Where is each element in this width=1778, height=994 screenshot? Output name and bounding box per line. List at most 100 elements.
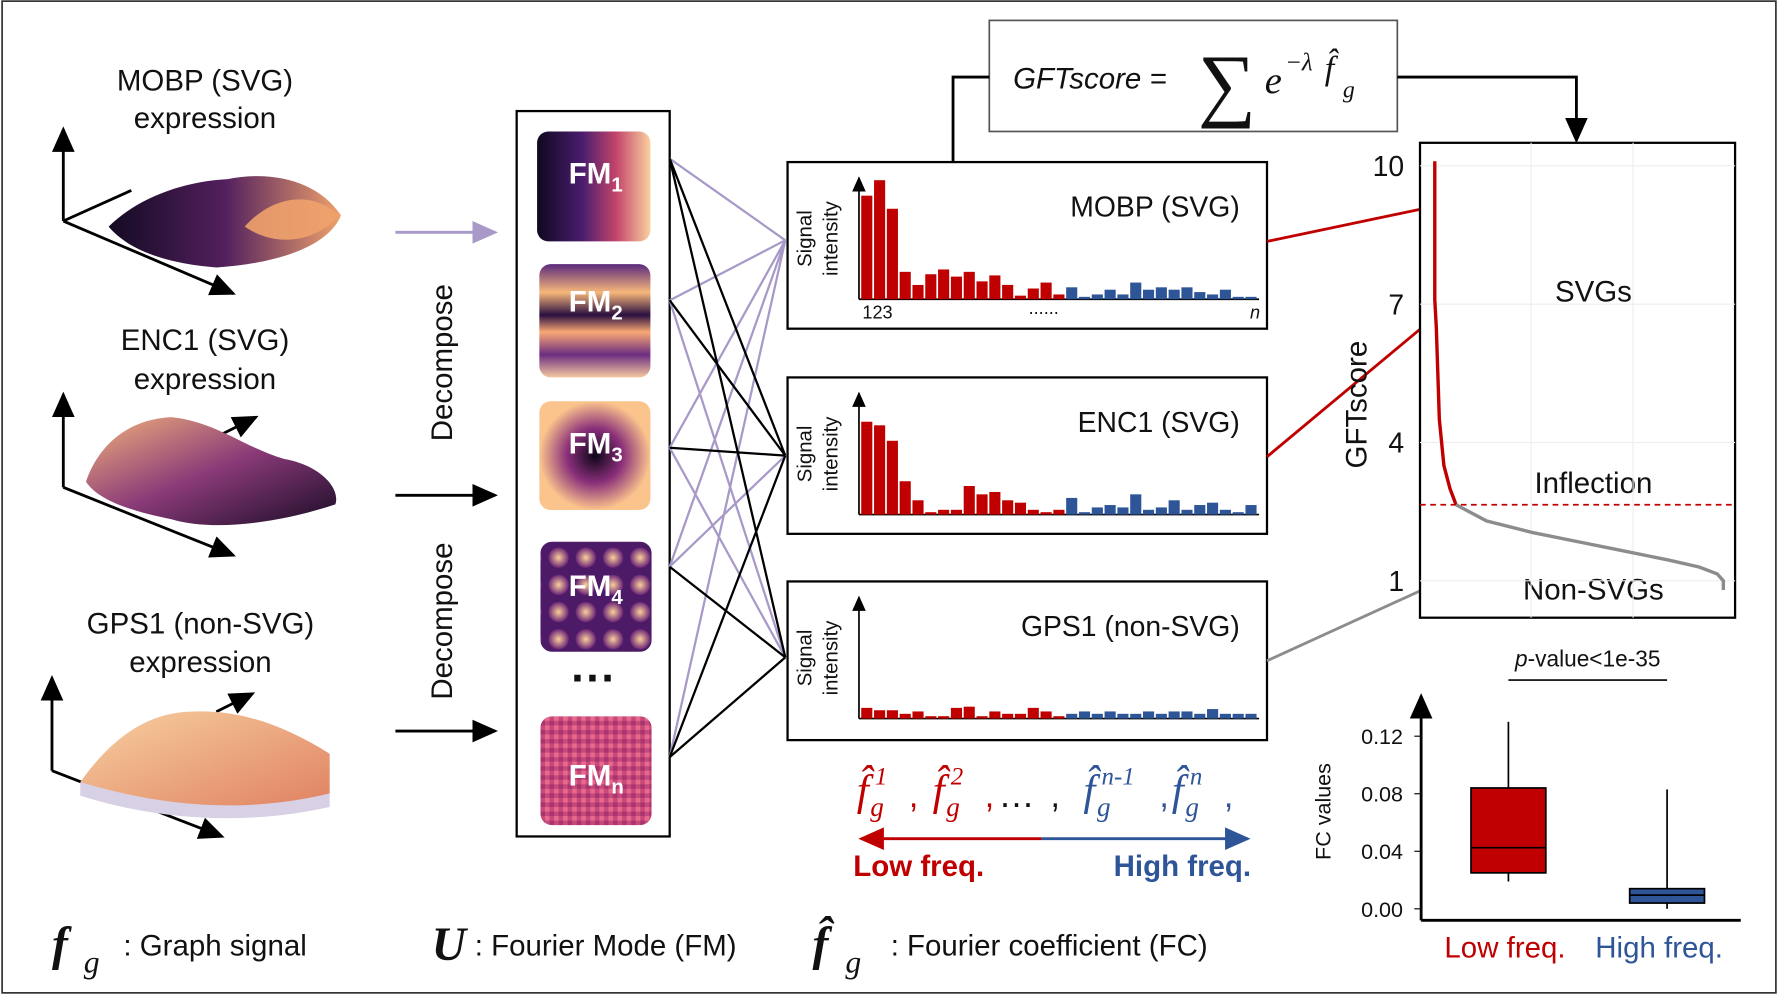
bar	[989, 711, 1001, 719]
bar	[1091, 507, 1103, 515]
x-tick-label: Low freq.	[1444, 932, 1565, 965]
bar	[1117, 713, 1129, 719]
bar	[938, 509, 950, 515]
formula-lhs: GFTscore =	[1013, 62, 1167, 95]
score-curve	[1455, 503, 1726, 591]
bar	[1207, 502, 1219, 515]
bar	[886, 208, 898, 300]
gene-caption: expression	[134, 102, 276, 135]
fm-label-base: FM	[569, 158, 612, 191]
separator: ,	[1159, 777, 1168, 815]
surface-gps1	[40, 674, 330, 839]
bar	[1181, 287, 1193, 300]
bar	[912, 711, 924, 719]
bar	[950, 276, 962, 300]
y-tick-label: 0.00	[1361, 898, 1403, 922]
bar	[1207, 709, 1219, 719]
bar	[899, 271, 911, 300]
fm-label: FM2	[569, 286, 623, 325]
bar	[1053, 294, 1065, 300]
separator: ,	[1224, 777, 1233, 815]
bar	[1002, 500, 1014, 515]
generated: MOBP (SVG) expression ENC1 (SVG) expression…	[52, 65, 1260, 980]
bar	[1168, 289, 1180, 300]
surface-enc1	[51, 391, 337, 558]
annotation: Inflection	[1534, 467, 1652, 500]
bar	[1142, 509, 1155, 515]
gene-caption: expression	[134, 363, 276, 396]
fm-label: FM3	[569, 427, 623, 466]
p-rest: -value<1e-35	[1528, 645, 1661, 671]
coef-sup: n-1	[1102, 763, 1135, 790]
bar	[861, 195, 873, 300]
bar	[1245, 713, 1257, 719]
bar	[950, 509, 962, 515]
legend-symbol: U	[432, 919, 469, 971]
bar	[886, 710, 898, 719]
bar	[861, 707, 873, 719]
bar	[1002, 713, 1014, 719]
fm-label-base: FM	[569, 759, 612, 792]
x-tick-label: High freq.	[1595, 932, 1723, 965]
bar	[1104, 711, 1116, 719]
formula-box	[988, 19, 1399, 133]
bar	[1130, 713, 1142, 719]
bar	[1245, 296, 1257, 300]
fm-label: FM4	[569, 570, 624, 609]
x-label: 123	[862, 302, 892, 322]
box-marks: 0.00 0.04 0.08 0.12 Low freq. High freq.	[1361, 721, 1723, 965]
fm-image	[537, 131, 651, 242]
fm-label-base: FM	[569, 570, 612, 603]
fm-label: FM1	[569, 158, 623, 197]
bar	[1104, 505, 1116, 515]
fm-label-sub: n	[611, 776, 623, 798]
bar	[976, 281, 988, 300]
coef-sub: g	[1185, 792, 1199, 822]
bar	[976, 716, 988, 719]
p-value: p-value<1e-35	[1514, 645, 1660, 671]
low-freq-label: Low freq.	[853, 850, 984, 883]
bar	[1168, 711, 1180, 719]
formula-exponent: −λ	[1285, 49, 1313, 76]
bar	[1066, 287, 1078, 300]
legend-sub: g	[845, 944, 861, 979]
gene-name: GPS1 (non-SVG)	[87, 608, 315, 641]
y-label: intensity	[820, 416, 842, 492]
fm-image	[540, 541, 652, 652]
coef-sub: g	[870, 792, 884, 822]
bar	[1117, 507, 1129, 515]
bar	[912, 284, 924, 300]
score-curve	[1433, 161, 1458, 506]
bar	[912, 500, 924, 515]
bar	[925, 274, 937, 300]
x-label: n	[1250, 302, 1260, 322]
surface-mobp	[51, 126, 341, 296]
arrows-left	[395, 221, 498, 743]
bar	[1194, 713, 1206, 719]
gene-name: MOBP (SVG)	[117, 65, 293, 98]
score-marks: 10 7 4 1	[1373, 142, 1736, 618]
formula-arrows	[951, 75, 1588, 163]
bar	[1219, 289, 1231, 300]
separator: ,	[985, 777, 994, 815]
bar	[963, 706, 975, 719]
decompose-label: Decompose	[426, 543, 459, 700]
bar	[976, 494, 988, 515]
bar	[1219, 509, 1231, 515]
bar	[1181, 509, 1193, 515]
x-label: ......	[1029, 298, 1059, 318]
fm-label-sub: 4	[611, 587, 623, 609]
bar	[1027, 707, 1039, 719]
bar	[1155, 713, 1167, 719]
bar	[1194, 505, 1206, 515]
bar	[1014, 713, 1027, 719]
bar	[963, 271, 975, 300]
ellipsis: …	[998, 774, 1034, 815]
y-label: Signal	[794, 210, 816, 267]
y-tick-label: 0.04	[1361, 840, 1403, 864]
bar	[1142, 289, 1155, 300]
y-tick-label: 7	[1388, 289, 1404, 321]
formula-sum: ∑	[1198, 38, 1256, 129]
legend-text: : Fourier Mode (FM)	[475, 929, 737, 962]
